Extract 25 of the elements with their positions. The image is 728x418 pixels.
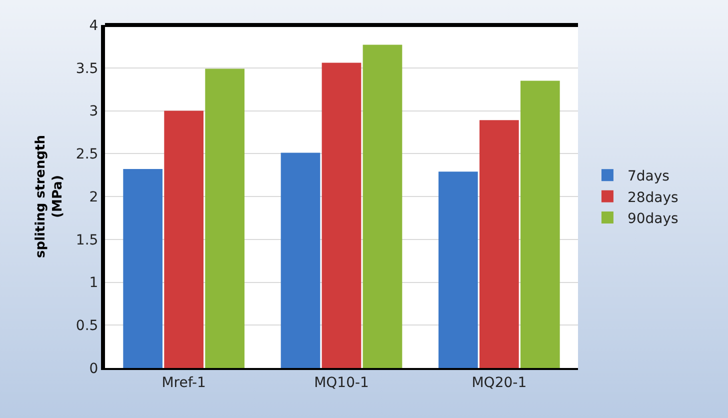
legend-label: 7days (627, 168, 670, 185)
bar (438, 172, 478, 368)
x-tick-label: Mref-1 (162, 374, 206, 391)
y-axis-title: spliting strength (MPa) (33, 135, 66, 258)
bar (205, 68, 244, 368)
bar (164, 110, 204, 368)
bar (362, 44, 402, 368)
x-tick-label: MQ20-1 (472, 374, 527, 391)
bar (479, 120, 519, 368)
bar (520, 80, 560, 368)
bar (322, 62, 362, 368)
y-tick-label: 2.5 (76, 146, 98, 163)
legend-label: 90days (627, 210, 678, 227)
y-tick-label: 0 (89, 360, 98, 377)
x-tick-label: MQ10-1 (314, 374, 369, 391)
bar (280, 152, 320, 368)
y-tick-label: 2 (89, 189, 98, 206)
legend-label: 28days (627, 190, 678, 206)
y-tick-label: 3 (89, 104, 98, 120)
y-tick-label: 3.5 (76, 60, 98, 77)
y-tick-label: 0.5 (76, 318, 98, 334)
y-tick-label: 4 (89, 18, 98, 34)
y-tick-label: 1 (89, 275, 98, 292)
y-tick-label: 1.5 (76, 232, 98, 248)
bar (123, 169, 163, 368)
